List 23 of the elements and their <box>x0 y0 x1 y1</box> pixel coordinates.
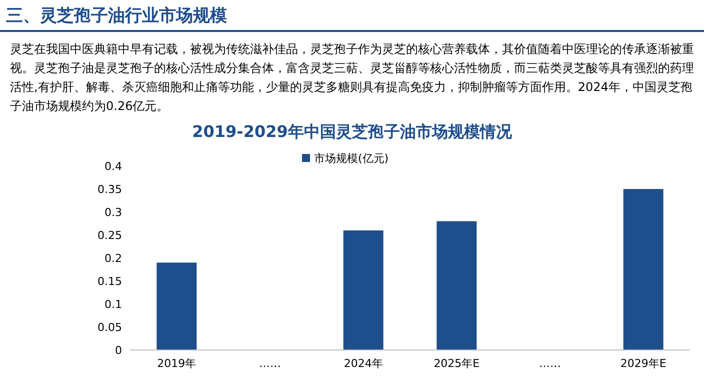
x-tick-label: 2024年 <box>344 357 383 370</box>
y-tick-label: 0.3 <box>104 206 122 219</box>
y-tick-label: 0 <box>115 344 122 357</box>
y-tick-label: 0.4 <box>104 160 122 173</box>
chart-subtitle: 灵芝在我国中医典籍中早有记载，被视为传统滋补佳品，灵芝孢子作为灵芝的核心营养载体，其价值随着中医理论的传承逐渐被重视。灵芝孢子油是灵芝孢子的核心活性成分集合体，富含灵芝三萜、灵芝甾醇等核心活性物质，而三萜类灵芝酸等具有强烈的药理活性,有护肝、解毒、杀灭癌细胞和止痛等功能，少量的灵芝多糖则具有提高免疫力，抑制肿瘤等方面作用。2024年，中国灵芝孢子油市场规模约为0.26亿元。 <box>10 41 695 115</box>
x-tick-label: …… <box>539 357 561 370</box>
bar <box>156 262 197 350</box>
chart-title: 2019-2029年中国灵芝孢子油市场规模情况 <box>192 122 513 141</box>
x-tick-label: 2025年E <box>434 357 480 370</box>
x-tick-label: 2019年 <box>157 357 196 370</box>
y-tick-label: 0.15 <box>98 275 122 288</box>
y-tick-label: 0.05 <box>98 321 122 334</box>
bar <box>343 230 384 350</box>
y-tick-label: 0.35 <box>98 183 122 196</box>
text: 三、灵芝孢子油行业市场规模 <box>6 5 227 27</box>
x-tick-label: …… <box>259 357 281 370</box>
x-tick-label: 2029年E <box>620 357 666 370</box>
y-tick-label: 0.25 <box>98 229 122 242</box>
y-tick-label: 0.1 <box>104 298 122 311</box>
bar <box>623 189 664 350</box>
bar <box>436 221 477 350</box>
y-tick-label: 0.2 <box>104 252 122 265</box>
legend-label: 市场规模(亿元) <box>314 152 389 165</box>
